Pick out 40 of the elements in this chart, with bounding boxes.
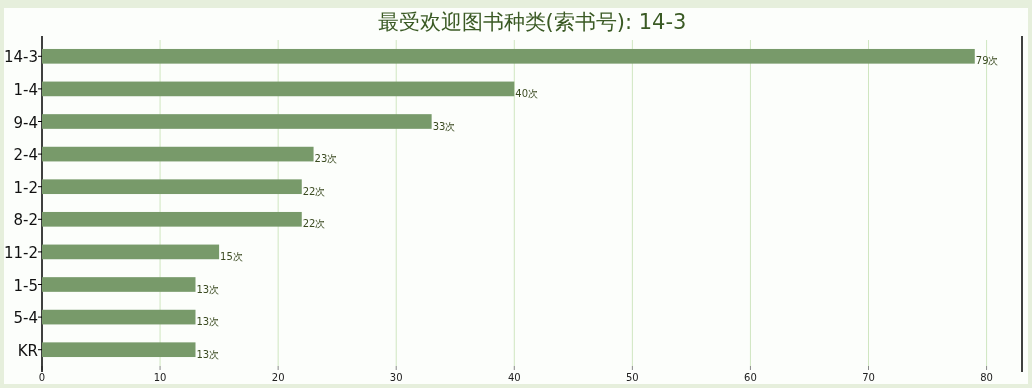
data-label: 13次 [196, 283, 220, 295]
y-tick-label: 2-4 [13, 146, 38, 165]
data-label: 22次 [302, 185, 326, 197]
y-tick-label: 14-3 [3, 48, 38, 67]
bar [42, 277, 196, 292]
y-tick-label: 5-4 [13, 309, 38, 328]
bar [42, 211, 302, 227]
data-label: 13次 [196, 348, 220, 360]
x-tick-label: 50 [625, 372, 639, 383]
x-tick-label: 60 [744, 372, 757, 383]
bar [42, 114, 432, 129]
bar [42, 146, 314, 162]
y-tick-label: 1-2 [13, 178, 38, 197]
x-tick-label: 30 [389, 372, 403, 383]
data-label: 23次 [314, 153, 338, 165]
y-tick-label: 1-5 [13, 276, 38, 295]
bar [42, 48, 975, 64]
x-tick-label: 40 [507, 372, 521, 383]
x-tick-label: 20 [271, 372, 285, 383]
bar [42, 244, 220, 260]
y-tick-label: 1-4 [13, 80, 38, 99]
x-tick-label: 70 [862, 372, 875, 383]
x-tick-label: 10 [153, 372, 167, 383]
bar [42, 309, 196, 325]
data-label: 33次 [432, 120, 456, 132]
data-label: 79次 [975, 55, 999, 67]
data-label: 13次 [196, 316, 220, 328]
y-tick-label: 11-2 [3, 243, 38, 262]
x-tick-label: 80 [980, 372, 993, 383]
x-tick-label: 0 [38, 372, 46, 383]
data-label: 15次 [220, 250, 243, 262]
y-tick-label: KR [17, 341, 38, 360]
chart-title: 最受欢迎图书种类(索书号): 14-3 [377, 10, 687, 34]
y-tick-label: 8-2 [13, 211, 38, 230]
bar [42, 179, 302, 195]
bar [42, 342, 196, 358]
y-tick-label: 9-4 [13, 113, 38, 132]
data-label: 22次 [302, 218, 326, 230]
data-label: 40次 [515, 87, 539, 99]
bar [42, 81, 515, 97]
